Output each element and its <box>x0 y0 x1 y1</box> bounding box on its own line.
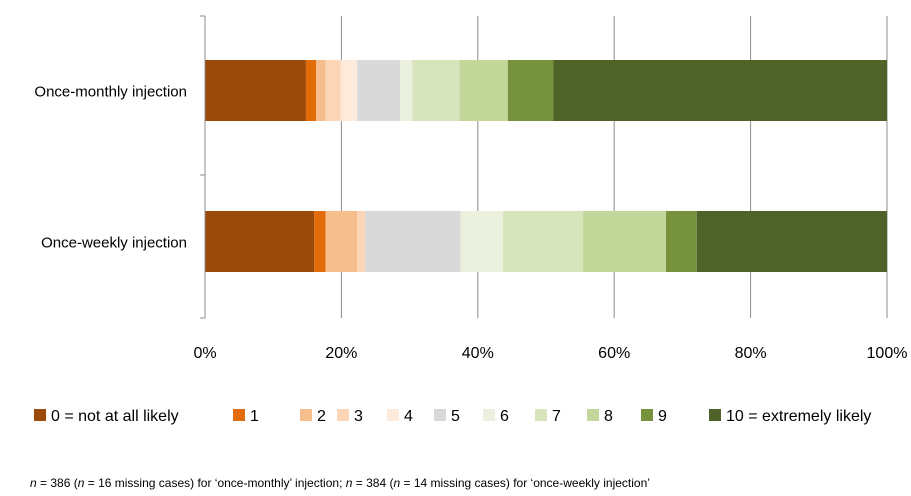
bar-segment <box>314 211 326 272</box>
x-tick-label: 80% <box>735 345 767 362</box>
bars <box>205 60 887 272</box>
legend-label: 1 <box>250 408 259 425</box>
bar-segment <box>325 60 341 121</box>
legend-swatch <box>483 409 495 421</box>
bar-segment <box>205 60 306 121</box>
footnote-text: = 16 missing cases) for ‘once-monthly’ i… <box>84 476 346 490</box>
bar-segment <box>325 211 358 272</box>
bar-segment <box>365 211 461 272</box>
legend-item: 3 <box>337 408 363 425</box>
footnote-text: = 384 ( <box>352 476 394 490</box>
bar-segment <box>205 211 315 272</box>
x-tick-label: 60% <box>598 345 630 362</box>
footnote-n-symbol: n <box>393 476 401 490</box>
bar-segment <box>696 211 887 272</box>
legend-item: 5 <box>434 408 460 425</box>
legend-item: 9 <box>641 408 667 425</box>
footnote-n-symbol: n <box>345 476 353 490</box>
footnote-text: = 386 ( <box>36 476 78 490</box>
bar-segment <box>400 60 413 121</box>
bar-segment <box>460 211 504 272</box>
legend-swatch <box>233 409 245 421</box>
footnote: n = 386 (n = 16 missing cases) for ‘once… <box>30 476 650 490</box>
bar-segment <box>357 60 401 121</box>
footnote-text: = 14 missing cases) for ‘once-weekly inj… <box>400 476 650 490</box>
legend-swatch <box>387 409 399 421</box>
bar-segment <box>412 60 460 121</box>
x-tick-label: 0% <box>193 345 216 362</box>
legend-label: 3 <box>354 408 363 425</box>
bar-segment <box>340 60 358 121</box>
legend-swatch <box>535 409 547 421</box>
bar-segment <box>305 60 317 121</box>
footnote-n-symbol: n <box>30 476 37 490</box>
legend-swatch <box>300 409 312 421</box>
legend-swatch <box>587 409 599 421</box>
legend-label: 8 <box>604 408 613 425</box>
bar-segment <box>357 211 366 272</box>
legend-item: 10 = extremely likely <box>709 408 871 425</box>
x-tick-label: 100% <box>867 345 908 362</box>
legend-item: 7 <box>535 408 561 425</box>
legend-item: 4 <box>387 408 413 425</box>
legend: 0 = not at all likely 1 2 3 4 5 6 7 8 9 10 = extre… <box>34 408 871 425</box>
legend-swatch <box>34 409 46 421</box>
legend-label: 7 <box>552 408 561 425</box>
legend-label: 5 <box>451 408 460 425</box>
category-label: Once-monthly injection <box>34 84 187 101</box>
legend-item: 6 <box>483 408 509 425</box>
legend-label: 9 <box>658 408 667 425</box>
legend-label: 4 <box>404 408 413 425</box>
legend-label: 2 <box>317 408 326 425</box>
legend-swatch <box>434 409 446 421</box>
legend-label: 6 <box>500 408 509 425</box>
axes <box>200 15 206 319</box>
legend-label: 0 = not at all likely <box>51 408 179 425</box>
legend-item: 1 <box>233 408 259 425</box>
legend-swatch <box>337 409 349 421</box>
legend-swatch <box>709 409 721 421</box>
bar-segment <box>507 60 554 121</box>
x-tick-label: 20% <box>325 345 357 362</box>
bar-segment <box>459 60 508 121</box>
bar-segment <box>316 60 326 121</box>
bar-segment <box>582 211 667 272</box>
bar-segment <box>503 211 583 272</box>
bar-segment <box>553 60 887 121</box>
x-tick-label: 40% <box>462 345 494 362</box>
labels: Once-monthly injection Once-weekly inject… <box>34 84 907 363</box>
legend-item: 8 <box>587 408 613 425</box>
stacked-bar-chart: Once-monthly injection Once-weekly inject… <box>34 15 907 425</box>
legend-label: 10 = extremely likely <box>726 408 871 425</box>
legend-item: 0 = not at all likely <box>34 408 179 425</box>
category-label: Once-weekly injection <box>41 235 187 252</box>
legend-item: 2 <box>300 408 326 425</box>
legend-swatch <box>641 409 653 421</box>
footnote-n-symbol: n <box>77 476 85 490</box>
bar-segment <box>666 211 697 272</box>
